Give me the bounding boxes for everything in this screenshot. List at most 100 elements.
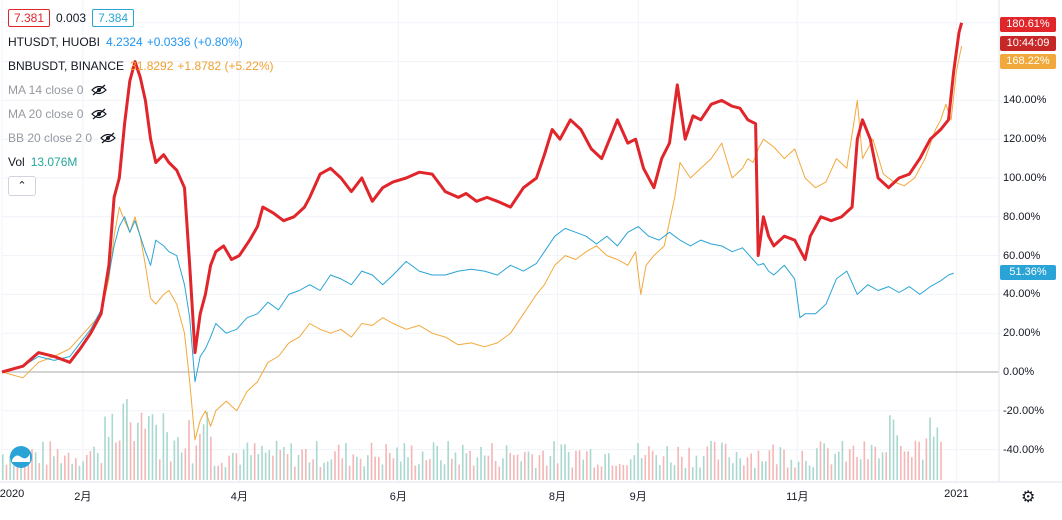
- volume-bar: [827, 448, 829, 480]
- legend-indicator-ma20[interactable]: MA 20 close 0: [8, 102, 274, 126]
- volume-bar: [133, 441, 136, 480]
- ask-price[interactable]: 7.384: [92, 9, 135, 27]
- volume-bar: [283, 446, 285, 480]
- volume-bar: [403, 443, 406, 480]
- volume-bar: [148, 415, 150, 480]
- gridlines: [1, 0, 999, 482]
- volume-bar: [385, 444, 387, 480]
- volume-bar: [2, 454, 4, 480]
- volume-bar: [670, 462, 672, 480]
- volume-bar: [648, 446, 650, 480]
- volume-bar: [772, 444, 774, 480]
- volume-bar: [235, 453, 238, 480]
- volume-bar: [348, 465, 351, 480]
- legend-indicator-ma14[interactable]: MA 14 close 0: [8, 78, 274, 102]
- volume-bar: [71, 463, 73, 480]
- volume-bar: [261, 445, 263, 480]
- indicator-label: MA 14 close 0: [8, 83, 84, 97]
- eye-crossed-icon[interactable]: [100, 132, 116, 144]
- volume-bar: [615, 465, 617, 480]
- volume-bar: [754, 467, 756, 480]
- volume-bar: [845, 461, 847, 480]
- countdown-tag: 10:44:09: [1000, 36, 1056, 51]
- bid-price[interactable]: 7.381: [8, 9, 51, 27]
- volume-bar: [637, 443, 639, 480]
- volume-bar: [662, 456, 665, 480]
- gear-icon[interactable]: ⚙: [1021, 489, 1036, 506]
- volume-bar: [458, 464, 460, 480]
- volume-bar: [381, 464, 384, 480]
- volume-bar: [710, 440, 712, 480]
- volume-bar: [750, 453, 752, 480]
- volume-bar: [907, 451, 909, 480]
- volume-bar: [666, 446, 668, 480]
- collapse-legend-button[interactable]: ⌃: [8, 176, 36, 196]
- volume-bar: [728, 457, 731, 480]
- volume-bar: [812, 467, 815, 480]
- volume-bar: [542, 450, 544, 480]
- volume-bar: [863, 441, 866, 480]
- volume-bar: [9, 455, 11, 480]
- volume-bar: [545, 465, 548, 480]
- volume-bar: [681, 456, 683, 480]
- volume-bar: [429, 459, 431, 480]
- volume-bar: [885, 452, 888, 480]
- volume-bar: [96, 452, 99, 480]
- tradingview-logo[interactable]: [6, 446, 36, 468]
- volume-bar: [202, 424, 205, 480]
- volume-bar: [421, 451, 424, 480]
- volume-bar: [31, 449, 33, 480]
- volume-bar: [691, 467, 694, 480]
- volume-bar: [775, 464, 778, 480]
- volume-bar: [925, 438, 928, 480]
- series-line-main: [1, 22, 964, 374]
- volume-bar: [538, 455, 541, 480]
- volume-bar: [82, 461, 84, 480]
- volume-bar: [162, 413, 165, 480]
- legend-indicator-bb[interactable]: BB 20 close 2 0: [8, 126, 274, 150]
- series-symbol: HTUSDT, HUOBI: [8, 35, 101, 49]
- legend-series-bnb[interactable]: BNBUSDT, BINANCE 31.8292 +1.8782 (+5.22%…: [8, 54, 274, 78]
- volume-bar: [60, 463, 63, 480]
- volume-bar: [717, 459, 720, 480]
- ht-percent-tag: 51.36%: [1000, 265, 1056, 280]
- volume-bar: [713, 441, 716, 480]
- series-value: 31.8292: [130, 59, 174, 73]
- volume-bar: [188, 420, 190, 480]
- volume-bar: [567, 452, 570, 480]
- volume-bar: [173, 440, 176, 480]
- volume-bar: [794, 467, 796, 480]
- volume-bar: [221, 462, 223, 480]
- volume-bar: [644, 454, 647, 480]
- volume-bar: [151, 414, 154, 480]
- volume-bar: [140, 412, 143, 480]
- legend-series-ht[interactable]: HTUSDT, HUOBI 4.2324 +0.0336 (+0.80%): [8, 30, 274, 54]
- legend-volume[interactable]: Vol 13.076M: [8, 150, 274, 174]
- volume-bar: [874, 446, 877, 480]
- volume-bar: [655, 455, 658, 480]
- volume-bar: [206, 412, 209, 480]
- series-value: 4.2324: [106, 35, 143, 49]
- volume-bar: [264, 452, 267, 480]
- x-tick-label: 2021: [944, 488, 969, 500]
- volume-bar: [356, 456, 358, 480]
- volume-bar: [304, 449, 307, 480]
- volume-bar: [326, 461, 329, 480]
- volume-bar: [363, 466, 366, 480]
- volume-bar: [228, 455, 230, 480]
- volume-bar: [779, 447, 782, 480]
- volume-bar: [27, 454, 30, 480]
- volume-bar: [399, 461, 402, 480]
- series-change: +0.0336 (+0.80%): [146, 35, 243, 49]
- eye-crossed-icon[interactable]: [91, 84, 108, 96]
- volume-bar: [611, 465, 614, 480]
- eye-crossed-icon[interactable]: [91, 108, 108, 120]
- volume-bar: [808, 465, 811, 480]
- y-tick-label: 0.00%: [1003, 366, 1035, 378]
- volume-bar: [688, 447, 690, 480]
- volume-bar: [867, 459, 869, 480]
- volume-bar: [308, 462, 311, 480]
- volume-bar: [253, 443, 256, 480]
- volume-bar: [104, 416, 106, 480]
